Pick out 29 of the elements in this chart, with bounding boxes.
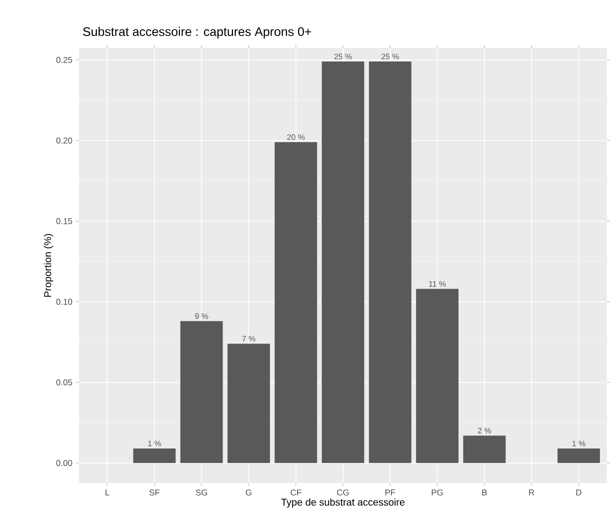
x-tick-label: D <box>576 490 582 496</box>
bar <box>463 436 506 464</box>
x-tick-label: G <box>246 490 252 496</box>
bar <box>180 321 223 464</box>
x-axis-title: Type de substrat accessoire <box>281 498 405 508</box>
y-tick-label: 0.20 <box>56 138 72 144</box>
x-tick-label: L <box>106 490 110 496</box>
bar <box>558 448 600 464</box>
x-tick-label: CG <box>337 490 349 496</box>
y-tick-label: 0.10 <box>56 298 72 305</box>
y-tick-label: 0.00 <box>56 460 72 466</box>
y-tick-label: 0.25 <box>56 56 72 63</box>
y-tick-label: 0.15 <box>56 218 72 224</box>
x-tick-label: SG <box>196 490 208 496</box>
x-tick-label: R <box>529 490 534 496</box>
x-tick-label: PF <box>385 490 396 496</box>
bar <box>322 62 364 464</box>
y-axis-title: Proportion (%) <box>44 234 54 297</box>
bar <box>416 288 459 464</box>
x-tick-label: SF <box>149 490 160 496</box>
bar <box>274 142 318 464</box>
y-tick-label: 0.05 <box>56 379 72 386</box>
x-tick-label: PG <box>432 490 443 496</box>
x-tick-label: CF <box>290 490 302 496</box>
bar <box>133 448 176 464</box>
bar <box>368 62 412 464</box>
x-tick-label: B <box>482 490 487 496</box>
chart-title: Substrat accessoire : captures Aprons 0+ <box>83 26 312 38</box>
bar <box>228 344 270 464</box>
